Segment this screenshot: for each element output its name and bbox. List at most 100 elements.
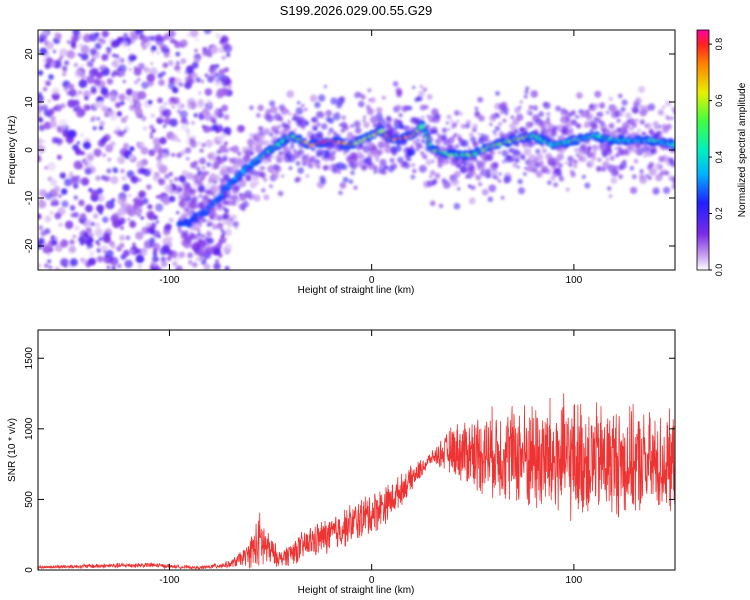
ridge-halo — [467, 146, 472, 151]
noise-blob — [135, 254, 145, 264]
noise-blob — [161, 244, 171, 253]
noise-blob — [175, 60, 180, 66]
ridge-halo — [252, 175, 259, 182]
noise-blob — [138, 178, 142, 182]
ridge-halo — [523, 94, 528, 99]
ridge-halo — [652, 187, 660, 195]
ridge-halo — [354, 127, 362, 134]
ridge-halo — [618, 174, 624, 180]
ridge-halo — [639, 169, 644, 174]
noise-blob — [54, 212, 62, 220]
noise-blob — [224, 265, 230, 270]
noise-blob — [101, 30, 110, 38]
ridge-halo — [489, 149, 496, 156]
ridge-halo — [541, 144, 545, 148]
ridge-halo — [297, 148, 304, 156]
noise-blob — [120, 116, 128, 124]
ridge-halo — [375, 158, 380, 162]
ridge-halo — [503, 175, 512, 184]
noise-blob — [38, 117, 44, 123]
ridge-halo — [567, 161, 573, 168]
noise-blob — [40, 230, 47, 237]
noise-blob — [38, 200, 47, 209]
noise-blob — [96, 117, 101, 121]
ridge-halo — [659, 165, 663, 169]
noise-blob — [86, 241, 94, 249]
ridge-halo — [487, 196, 494, 203]
noise-blob — [137, 77, 141, 82]
ridge-halo — [516, 151, 522, 156]
ridge-halo — [470, 136, 477, 143]
noise-blob — [177, 138, 181, 143]
ridge-halo — [481, 188, 489, 196]
ridge-halo — [276, 124, 282, 130]
noise-blob — [155, 220, 159, 224]
noise-blob — [120, 225, 125, 230]
noise-blob — [85, 152, 95, 161]
ridge-halo — [198, 193, 203, 199]
ridge-halo — [397, 142, 401, 147]
noise-blob — [96, 187, 104, 195]
ridge-halo — [545, 168, 552, 175]
noise-blob — [204, 88, 213, 96]
ridge-halo — [453, 202, 461, 210]
ridge-halo — [671, 176, 675, 184]
noise-blob — [54, 266, 60, 270]
ridge-halo — [573, 164, 578, 169]
ridge-halo — [210, 191, 216, 196]
ridge-halo — [501, 133, 507, 138]
noise-blob — [218, 239, 223, 244]
ridge-halo — [521, 156, 526, 161]
noise-blob — [187, 65, 193, 70]
noise-blob — [90, 85, 97, 93]
noise-blob — [149, 81, 154, 87]
ridge-halo — [474, 106, 479, 111]
ridge-halo — [528, 140, 533, 145]
ridge-halo — [625, 151, 630, 156]
ridge-halo — [250, 169, 258, 177]
noise-blob — [156, 51, 160, 55]
noise-blob — [140, 146, 149, 155]
ridge-halo — [591, 156, 597, 162]
ridge-halo — [523, 172, 527, 176]
noise-blob — [91, 115, 97, 121]
ridge-halo — [586, 109, 591, 114]
noise-blob — [70, 179, 77, 186]
ridge-halo — [460, 123, 466, 129]
noise-blob — [110, 39, 119, 48]
ridge-halo — [208, 221, 214, 227]
ridge-halo — [342, 176, 349, 183]
noise-blob — [42, 86, 48, 92]
ridge-halo — [438, 203, 444, 209]
noise-blob — [201, 124, 206, 129]
noise-blob — [204, 113, 212, 121]
noise-blob — [177, 69, 181, 74]
ridge-halo — [458, 111, 464, 117]
noise-blob — [78, 199, 85, 207]
noise-blob — [227, 222, 233, 228]
noise-blob — [118, 93, 126, 101]
ridge-halo — [433, 129, 438, 134]
noise-blob — [147, 204, 153, 210]
noise-blob — [101, 135, 109, 143]
noise-blob — [99, 193, 103, 198]
noise-blob — [220, 87, 229, 97]
ridge-halo — [631, 174, 637, 180]
ridge-halo — [639, 176, 648, 184]
ridge-halo — [281, 174, 285, 178]
ridge-halo — [280, 107, 289, 115]
ridge-halo — [629, 186, 638, 195]
ridge-halo — [194, 202, 201, 209]
noise-blob — [152, 267, 158, 270]
ridge-halo — [576, 123, 582, 129]
noise-blob — [95, 240, 100, 245]
noise-blob — [138, 92, 145, 99]
ridge-halo — [407, 147, 415, 156]
noise-blob — [168, 77, 176, 84]
ridge-halo — [560, 135, 565, 140]
ridge-halo — [289, 144, 295, 149]
noise-blob — [54, 243, 63, 252]
noise-blob — [151, 128, 156, 133]
ridge-halo — [198, 223, 203, 228]
